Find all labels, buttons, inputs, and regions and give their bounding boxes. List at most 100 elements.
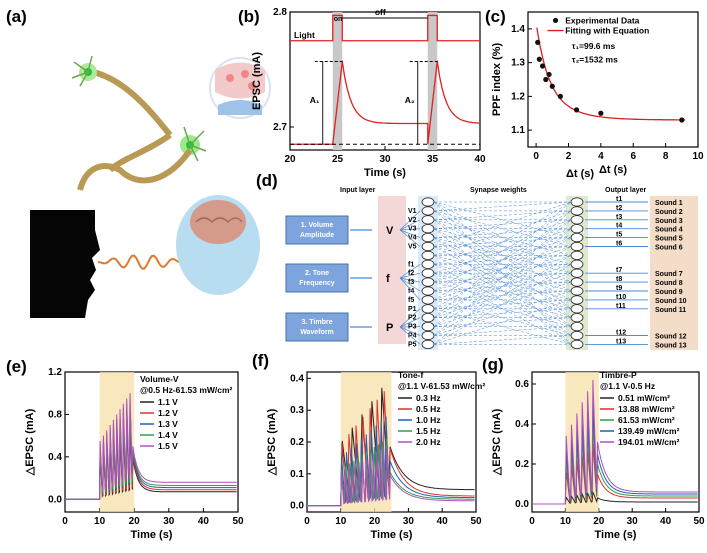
input-node [422, 216, 434, 224]
sound-label: Sound 7 [655, 271, 683, 278]
t-label: t12 [616, 330, 626, 337]
x-tick-label: 0 [529, 516, 535, 527]
input-node-label: V3 [408, 226, 417, 233]
y-tick-label: 0.2 [515, 459, 529, 470]
y-tick-label: 0.8 [48, 409, 62, 420]
input-node [422, 242, 434, 250]
input-node-label: P5 [408, 341, 417, 348]
x-tick-label: 30 [403, 516, 415, 527]
input-symbol: V [386, 225, 394, 237]
data-point [537, 57, 542, 62]
output-layer-title: Output layer [605, 187, 647, 194]
x-axis-label: Time (s) [371, 529, 413, 541]
x-tick-label: 30 [379, 154, 391, 165]
output-node [571, 331, 583, 339]
y-tick-label: 1.4 [511, 24, 525, 35]
output-node [571, 207, 583, 215]
legend-entry: 1.2 V [158, 408, 178, 418]
x-tick-label: 40 [198, 516, 210, 527]
input-layer-title: Input layer [340, 187, 376, 194]
output-node [571, 233, 583, 241]
panel-a-label: (a) [6, 7, 27, 26]
y-axis-label: PPF index (%) [491, 42, 503, 116]
output-node [571, 322, 583, 330]
output-node [571, 242, 583, 250]
data-point [574, 107, 579, 112]
input-node [422, 198, 434, 206]
data-point [543, 77, 548, 82]
input-node [422, 322, 434, 330]
input-node [422, 233, 434, 241]
input-node [422, 260, 434, 268]
data-point [540, 63, 545, 68]
x-tick-label: 10 [560, 516, 572, 527]
sound-label: Sound 12 [655, 334, 687, 341]
output-node [571, 269, 583, 277]
x-tick-label: 4 [598, 151, 604, 162]
y-tick-label: 0.0 [290, 501, 304, 512]
t-label: t13 [616, 338, 626, 345]
input-node-label: f1 [408, 261, 414, 268]
panel-subtitle: @0.5 Hz-61.53 mW/cm² [140, 385, 233, 395]
sound-label: Sound 1 [655, 200, 683, 207]
y-tick-label: 0.4 [515, 419, 529, 430]
y-tick-label: 0.6 [515, 379, 529, 390]
input-box-label: Amplitude [300, 232, 334, 239]
y-axis-label: EPSC (mA) [251, 52, 263, 110]
y-axis-label: △EPSC (mA) [491, 408, 503, 476]
input-node-label: P4 [408, 333, 417, 340]
x-tick-label: 20 [593, 516, 605, 527]
synapse-weight-line [434, 282, 571, 327]
x-tick-label: 2 [566, 151, 572, 162]
x-tick-label: 40 [474, 154, 486, 165]
on-label: on [334, 16, 343, 23]
input-node-label: P3 [408, 324, 417, 331]
input-node-label: V5 [408, 244, 417, 251]
legend-entry: 1.4 V [158, 430, 178, 440]
panel-f-label: (f) [252, 351, 269, 370]
synapse-weight-line [434, 211, 571, 256]
panel-c-label: (c) [485, 7, 506, 26]
x-tick-label: 10 [94, 516, 106, 527]
y-tick-label: 2.8 [273, 7, 287, 18]
y-tick-label: 2.7 [273, 122, 287, 133]
sound-wave [98, 256, 184, 269]
output-node [571, 305, 583, 313]
input-node [422, 305, 434, 313]
data-point [535, 40, 540, 45]
panel-title: Volume-V [140, 374, 179, 384]
legend-entry: 139.49 mW/cm² [618, 426, 680, 436]
y-axis-label: △EPSC (mA) [24, 408, 36, 476]
synapse-weight-line [434, 247, 571, 292]
x-tick-label: 30 [627, 516, 639, 527]
input-symbol: f [386, 273, 390, 285]
y-axis-label: △EPSC (mA) [266, 408, 278, 476]
sound-label: Sound 10 [655, 298, 687, 305]
x-tick-label: 20 [369, 516, 381, 527]
t-label: t8 [616, 276, 622, 283]
x-tick-label: 10 [335, 516, 347, 527]
synapse-weight-line [434, 300, 571, 345]
y-tick-label: 0.2 [290, 437, 304, 448]
y-tick-label: 1.2 [48, 367, 62, 378]
input-box [286, 313, 348, 341]
synapse-weight-line [434, 264, 571, 309]
synapse-weight-line [434, 229, 571, 274]
panel-title: Tone-f [398, 370, 424, 380]
input-node-label: f5 [408, 297, 414, 304]
sound-label: Sound 13 [655, 342, 687, 349]
x-tick-label: 40 [660, 516, 672, 527]
output-node [571, 198, 583, 206]
input-box-label: Waveform [300, 329, 334, 336]
legend-entry: 0.3 Hz [416, 393, 441, 403]
input-box-label: 3. Timbre [302, 319, 333, 326]
synapse-title: Synapse weights [470, 187, 527, 194]
x-axis-label: Time (s) [595, 529, 637, 541]
x-axis-label: Time (s) [364, 167, 406, 179]
output-node [571, 216, 583, 224]
t-label: t6 [616, 241, 622, 248]
